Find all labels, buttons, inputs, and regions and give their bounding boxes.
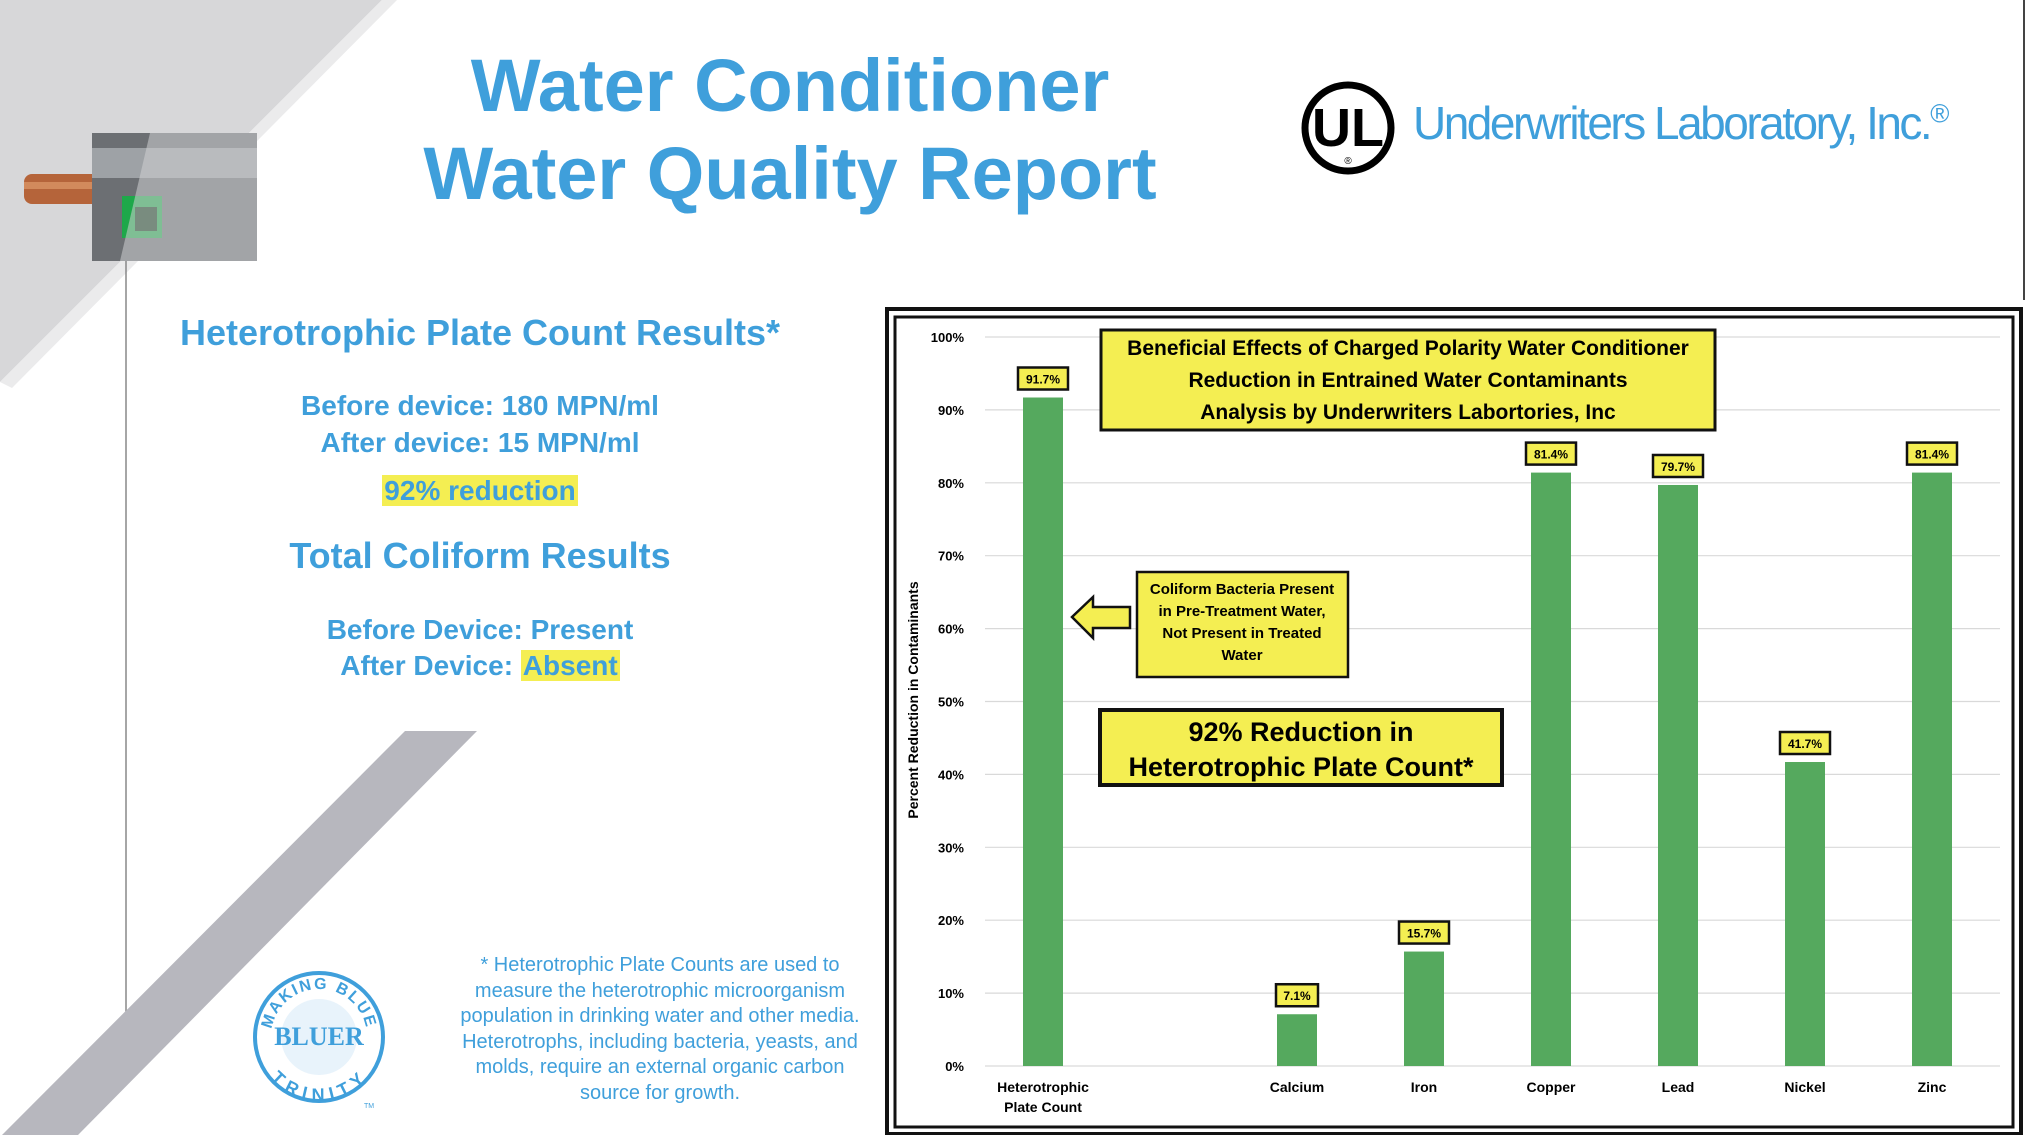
bar (1404, 951, 1444, 1066)
diagonal-stripe (2, 731, 477, 1135)
water-conditioner-device-image (24, 133, 257, 261)
data-label: 81.4% (1534, 448, 1568, 462)
data-label: 7.1% (1283, 989, 1311, 1003)
hpc-reduction-highlight: 92% reduction (382, 475, 578, 506)
coliform-annotation-line: in Pre-Treatment Water, (1159, 603, 1326, 620)
chart-title-box: Beneficial Effects of Charged Polarity W… (1099, 328, 1717, 432)
bar (1785, 762, 1825, 1066)
y-tick-label: 10% (938, 986, 964, 1001)
bar (1658, 484, 1698, 1066)
coliform-before: Before Device: Present (326, 614, 634, 645)
reduction-callout: 92% Reduction in Heterotrophic Plate Cou… (1098, 708, 1504, 787)
bar (1023, 397, 1063, 1067)
blue-trinity-logo: MAKING BLUE BLUER TRINITY TM (253, 971, 385, 1110)
coliform-after: After Device: Absent (100, 650, 860, 682)
hpc-reduction: 92% reduction (100, 475, 860, 507)
y-tick-label: 30% (938, 840, 964, 855)
bar (1277, 1014, 1317, 1066)
coliform-after-label: After Device: (340, 650, 521, 681)
logo-tm: TM (364, 1103, 374, 1110)
footnote-line: source for growth. (579, 1081, 741, 1104)
coliform-annotation-line: Water (1221, 647, 1262, 664)
x-tick-label: Lead (1662, 1079, 1695, 1095)
chart-title-line: Beneficial Effects of Charged Polarity W… (1127, 337, 1689, 360)
reduction-callout-line: Heterotrophic Plate Count* (1128, 752, 1474, 782)
data-label-box (1397, 920, 1451, 945)
hpc-heading: Heterotrophic Plate Count Results* (179, 312, 781, 353)
title-line-2: Water Quality Report (423, 132, 1157, 215)
chart-title-line: Reduction in Entrained Water Contaminant… (1188, 369, 1627, 392)
data-label-box (1905, 441, 1959, 466)
page-title: Water Conditioner Water Quality Report (360, 42, 1220, 218)
ul-logo: UL ® (1301, 81, 1395, 175)
footnote-line: measure the heterotrophic microorganism (474, 979, 846, 1002)
ul-name: Underwriters Laboratory, Inc.® (1413, 96, 1949, 150)
chart-inner-frame (893, 315, 2015, 1129)
y-tick-label: 70% (938, 549, 964, 564)
coliform-annotation-line: Not Present in Treated (1162, 625, 1321, 642)
logo-middle-text: BLUER (274, 1022, 364, 1051)
x-tick-label: Copper (1527, 1079, 1577, 1095)
x-tick-label: Heterotrophic (997, 1079, 1089, 1095)
footnote-line: population in drinking water and other m… (460, 1005, 860, 1027)
footnote-line: * Heterotrophic Plate Counts are used to (480, 954, 840, 976)
y-tick-label: 90% (938, 403, 964, 418)
ul-logo-text: UL (1312, 98, 1384, 158)
bar (1531, 472, 1571, 1066)
data-label-box (1016, 366, 1070, 391)
reduction-callout-line: 92% Reduction in (1188, 717, 1413, 747)
footnote-line: molds, require an external organic carbo… (475, 1056, 845, 1078)
data-label: 41.7% (1788, 737, 1822, 751)
x-tick-label: Calcium (1270, 1079, 1324, 1095)
data-label-box (1274, 982, 1320, 1008)
y-tick-label: 100% (931, 330, 965, 345)
x-tick-label: Plate Count (1004, 1099, 1082, 1115)
footnote: * Heterotrophic Plate Counts are used to… (440, 953, 880, 1106)
y-tick-label: 60% (938, 622, 964, 637)
x-tick-label: Nickel (1784, 1079, 1825, 1095)
left-arrow-icon (1070, 594, 1132, 642)
coliform-annotation: Coliform Bacteria Present in Pre-Treatme… (1135, 570, 1350, 679)
data-label-box (1778, 730, 1832, 756)
y-tick-label: 50% (938, 695, 964, 710)
footnote-line: Heterotrophs, including bacteria, yeasts… (462, 1030, 858, 1053)
title-line-1: Water Conditioner (470, 44, 1110, 127)
bar (1912, 472, 1952, 1066)
data-label-box (1524, 441, 1578, 466)
ul-logo-reg-mark: ® (1344, 156, 1352, 167)
x-tick-label: Iron (1411, 1079, 1437, 1095)
data-label: 79.7% (1661, 460, 1695, 474)
coliform-annotation-line: Coliform Bacteria Present (1150, 581, 1334, 598)
coliform-after-value: Absent (520, 650, 620, 681)
hpc-before: Before device: 180 MPN/ml (301, 390, 659, 421)
ul-name-reg-mark: ® (1930, 98, 1950, 129)
data-label: 15.7% (1407, 927, 1441, 941)
ul-name-text: Underwriters Laboratory, Inc. (1413, 97, 1933, 149)
y-axis-title: Percent Reduction in Contaminants (905, 581, 921, 818)
y-tick-label: 80% (938, 476, 964, 491)
data-label-box (1651, 453, 1705, 479)
hpc-after: After device: 15 MPN/ml (320, 427, 640, 458)
data-label: 81.4% (1915, 448, 1949, 462)
y-tick-label: 0% (945, 1059, 964, 1074)
data-label: 91.7% (1026, 373, 1060, 387)
y-tick-label: 40% (938, 767, 964, 782)
x-tick-label: Zinc (1918, 1079, 1947, 1095)
coliform-heading: Total Coliform Results (289, 535, 671, 576)
chart-title-line: Analysis by Underwriters Labortories, In… (1200, 401, 1616, 424)
y-tick-label: 20% (938, 913, 964, 928)
